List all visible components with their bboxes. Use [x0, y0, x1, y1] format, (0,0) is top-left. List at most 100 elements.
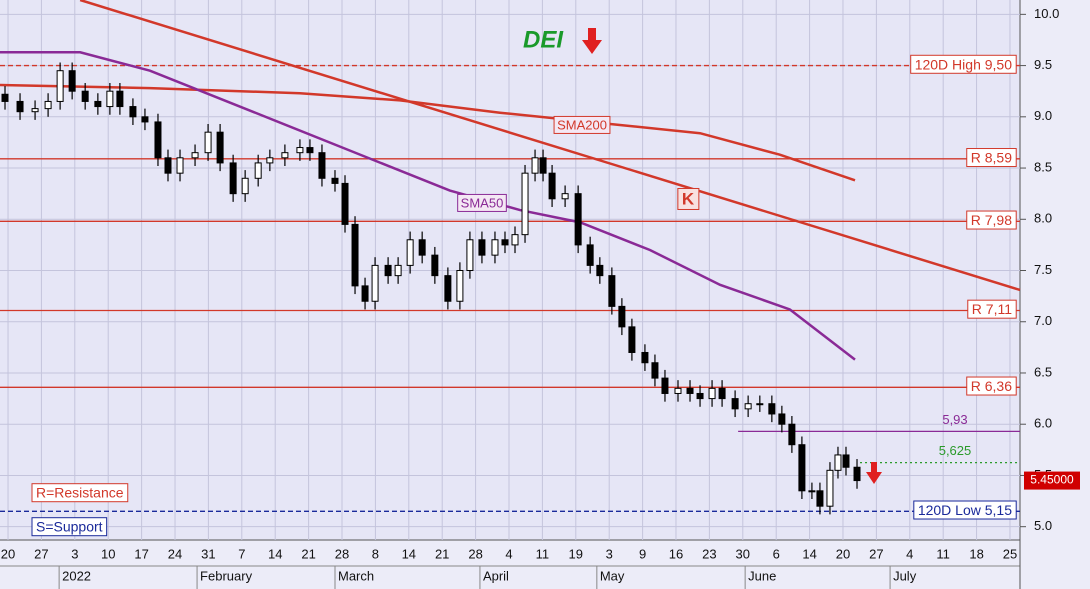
candle-body [456, 270, 464, 302]
y-tick-label: 9.5 [1034, 57, 1052, 72]
candle-body [418, 239, 426, 256]
candle-body [191, 152, 199, 159]
y-tick-label: 8.5 [1034, 159, 1052, 174]
x-tick-label: 24 [168, 546, 182, 561]
y-tick-label: 5.0 [1034, 518, 1052, 533]
candle-body [501, 239, 509, 246]
y-tick-label: 9.0 [1034, 108, 1052, 123]
candle-body [808, 490, 816, 493]
candle-body [296, 147, 304, 154]
candle-body [853, 466, 861, 482]
candle-body [176, 157, 184, 174]
x-tick-label: 14 [268, 546, 282, 561]
x-tick-label: 3 [606, 546, 613, 561]
x-tick-label: 11 [536, 546, 550, 561]
level-label: R 6,36 [971, 378, 1012, 394]
y-tick-label: 7.0 [1034, 313, 1052, 328]
candle-body [531, 157, 539, 174]
x-tick-label: 4 [906, 546, 913, 561]
candle-body [241, 177, 249, 195]
down-arrow [582, 28, 602, 54]
note-box [31, 517, 108, 537]
candle-body [756, 403, 764, 406]
candle-body [94, 100, 102, 108]
candle-body [129, 106, 137, 118]
candle-body [608, 275, 616, 307]
candle-body [229, 162, 237, 195]
candle-body [444, 275, 452, 302]
candle-body [651, 362, 659, 379]
x-tick-label: 28 [335, 546, 349, 561]
y-tick-label: 8.0 [1034, 211, 1052, 226]
trendline [79, 0, 1021, 292]
chart-title: DEI [523, 26, 564, 53]
candle-body [768, 403, 776, 415]
candle-body [798, 444, 806, 492]
month-label: 2022 [62, 568, 91, 583]
candle-body [341, 182, 349, 225]
x-tick-label: 18 [969, 546, 983, 561]
x-tick-label: 27 [34, 546, 48, 561]
month-label: July [893, 568, 917, 583]
candle-body [351, 223, 359, 287]
candle-body [371, 264, 379, 302]
level-label: R 8,59 [971, 150, 1012, 166]
level-label: 5,625 [939, 443, 972, 458]
candle-body [511, 234, 519, 246]
x-axis-area [0, 540, 1020, 589]
series-label: SMA200 [557, 117, 607, 132]
last-price-label: 5.45000 [1030, 473, 1074, 487]
candle-body [106, 90, 114, 108]
down-arrow [866, 462, 882, 484]
candle-body [81, 90, 89, 102]
x-tick-label: 19 [569, 546, 583, 561]
x-tick-label: 31 [201, 546, 215, 561]
y-axis-area [1020, 0, 1090, 589]
x-tick-label: 9 [639, 546, 646, 561]
x-tick-label: 30 [736, 546, 750, 561]
month-label: June [748, 568, 776, 583]
note: R=Resistance [36, 485, 124, 501]
candle-body [394, 264, 402, 277]
x-tick-label: 28 [468, 546, 482, 561]
series-label-box [553, 115, 611, 134]
level-label-box [966, 210, 1017, 230]
candle-body [164, 157, 172, 174]
candle-body [1, 93, 9, 102]
candle-body [641, 351, 649, 364]
x-tick-label: 11 [936, 546, 950, 561]
x-tick-label: 21 [435, 546, 449, 561]
x-tick-label: 7 [238, 546, 245, 561]
candle-body [686, 387, 694, 394]
candle-body [31, 108, 39, 113]
candle-body [431, 254, 439, 277]
candle-body [141, 116, 149, 123]
candle-body [674, 387, 682, 394]
candle-body [331, 177, 339, 184]
candle-body [116, 90, 124, 108]
candle-body [696, 392, 704, 400]
candle-body [731, 398, 739, 410]
candle-body [574, 193, 582, 246]
y-tick-label: 6.5 [1034, 364, 1052, 379]
y-tick-label: 7.5 [1034, 262, 1052, 277]
candle-body [56, 70, 64, 102]
candle-body [266, 157, 274, 164]
candle-body [788, 423, 796, 446]
candle-body [306, 147, 314, 154]
level-label: R 7,11 [972, 301, 1012, 317]
candle-body [778, 413, 786, 425]
x-tick-label: 10 [101, 546, 115, 561]
candle-body [281, 152, 289, 159]
candle-body [816, 490, 824, 507]
y-tick-label: 10.0 [1034, 6, 1059, 21]
candle-body [628, 326, 636, 353]
y-tick-label: 6.0 [1034, 416, 1052, 431]
x-tick-label: 20 [1, 546, 15, 561]
month-label: May [600, 568, 625, 583]
level-label: 120D High 9,50 [915, 56, 1013, 72]
candle-body [539, 157, 547, 174]
candle-body [478, 239, 486, 256]
x-tick-label: 21 [301, 546, 315, 561]
